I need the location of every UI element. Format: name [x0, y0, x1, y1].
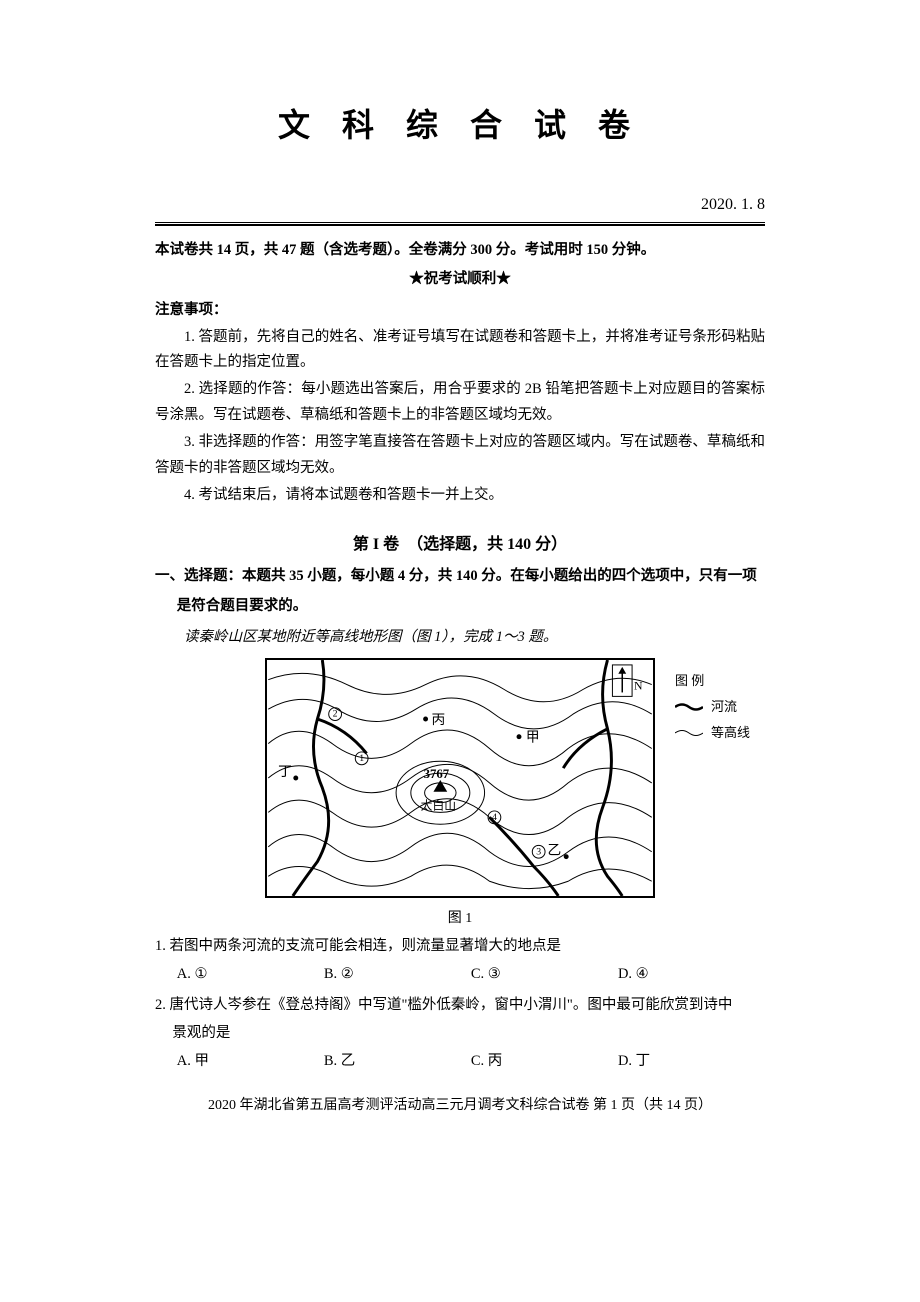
legend-title: 图 例 [675, 668, 750, 694]
peak-height: 3767 [424, 767, 450, 781]
option-b: B. ② [324, 961, 471, 987]
option-a: A. 甲 [177, 1048, 324, 1074]
question-1: 1. 若图中两条河流的支流可能会相连，则流量显著增大的地点是 [155, 933, 765, 959]
svg-text:2: 2 [333, 709, 338, 720]
notice-item: 4. 考试结束后，请将本试题卷和答题卡一并上交。 [155, 483, 765, 508]
question-heading: 一、选择题：本题共 35 小题，每小题 4 分，共 140 分。在每小题给出的四… [155, 564, 765, 589]
north-label: N [634, 679, 643, 693]
question-2: 2. 唐代诗人岑参在《登总持阁》中写道"槛外低秦岭，窗中小渭川"。图中最可能欣赏… [155, 992, 765, 1018]
figure-container: N 甲 乙 丙 丁 3767 太白山 1 2 3 4 [155, 658, 765, 927]
divider [155, 222, 765, 226]
option-b: B. 乙 [324, 1048, 471, 1074]
section-heading: 第 I 卷 （选择题，共 140 分） [155, 530, 765, 554]
legend-contour: 等高线 [675, 720, 750, 746]
good-luck: ★祝考试顺利★ [155, 267, 765, 288]
figure-caption: 图 1 [155, 907, 765, 927]
option-a: A. ① [177, 961, 324, 987]
option-c: C. ③ [471, 961, 618, 987]
page-title: 文 科 综 合 试 卷 [155, 100, 765, 146]
svg-text:1: 1 [359, 753, 364, 764]
question-heading-cont: 是符合题目要求的。 [177, 594, 765, 619]
option-c: C. 丙 [471, 1048, 618, 1074]
figure-box: N 甲 乙 丙 丁 3767 太白山 1 2 3 4 [265, 658, 655, 903]
contour-map: N 甲 乙 丙 丁 3767 太白山 1 2 3 4 [265, 658, 655, 898]
river-icon [675, 702, 703, 712]
label-bing: 丙 [431, 712, 445, 727]
label-yi: 乙 [548, 843, 562, 858]
question-1-options: A. ① B. ② C. ③ D. ④ [177, 961, 765, 987]
peak-name: 太白山 [421, 799, 456, 813]
passage-intro: 读秦岭山区某地附近等高线地形图（图 1），完成 1～3 题。 [184, 625, 765, 650]
page-footer: 2020 年湖北省第五届高考测评活动高三元月调考文科综合试卷 第 1 页（共 1… [155, 1094, 765, 1114]
notice-heading: 注意事项： [155, 298, 765, 319]
notice-item: 2. 选择题的作答：每小题选出答案后，用合乎要求的 2B 铅笔把答题卡上对应题目… [155, 377, 765, 428]
label-jia: 甲 [526, 730, 540, 745]
question-2-cont: 景观的是 [172, 1020, 765, 1046]
exam-info: 本试卷共 14 页，共 47 题（含选考题）。全卷满分 300 分。考试用时 1… [155, 238, 765, 263]
svg-text:4: 4 [492, 812, 497, 823]
page-container: 文 科 综 合 试 卷 2020. 1. 8 本试卷共 14 页，共 47 题（… [0, 0, 920, 1174]
svg-text:3: 3 [536, 847, 541, 858]
option-d: D. 丁 [618, 1048, 765, 1074]
option-d: D. ④ [618, 961, 765, 987]
contour-icon [675, 728, 703, 738]
question-2-options: A. 甲 B. 乙 C. 丙 D. 丁 [177, 1048, 765, 1074]
notice-item: 1. 答题前，先将自己的姓名、准考证号填写在试题卷和答题卡上，并将准考证号条形码… [155, 325, 765, 376]
exam-date: 2020. 1. 8 [155, 196, 765, 214]
legend-river: 河流 [675, 694, 750, 720]
map-legend: 图 例 河流 等高线 [675, 668, 750, 746]
label-ding: 丁 [278, 764, 292, 779]
notice-item: 3. 非选择题的作答：用签字笔直接答在答题卡上对应的答题区域内。写在试题卷、草稿… [155, 430, 765, 481]
